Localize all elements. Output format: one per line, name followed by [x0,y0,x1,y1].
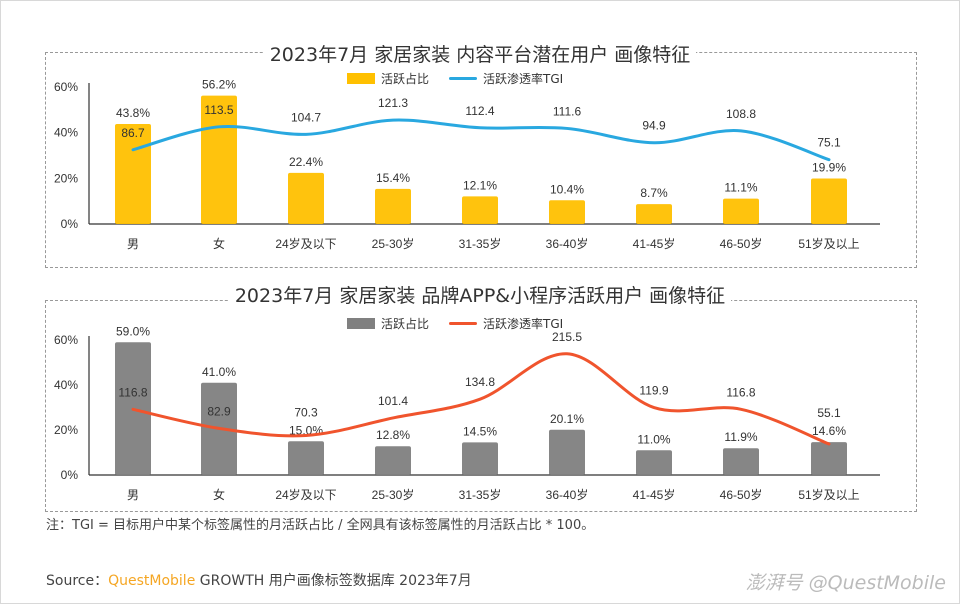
x-tick-label: 男 [127,237,139,251]
tgi-value-label: 75.1 [817,136,841,150]
bar-value-label: 11.9% [724,430,757,444]
tgi-value-label: 116.8 [726,385,755,399]
x-tick-label: 36-40岁 [546,487,589,502]
bar [375,446,411,475]
tgi-value-label: 112.4 [465,104,494,118]
footnote: 注：TGI = 目标用户中某个标签属性的月活跃占比 / 全网具有该标签属性的月活… [46,518,595,533]
chart1-title: 2023年7月 家居家装 内容平台潜在用户 画像特征 [0,40,960,67]
tgi-value-label: 70.3 [294,405,318,419]
source-prefix: Source： [46,573,109,589]
chart1-legend: 活跃占比 活跃渗透率TGI [347,70,563,87]
y-tick-label: 0% [61,468,79,482]
x-tick-label: 41-45岁 [633,236,676,251]
source-line: Source：QuestMobile GROWTH 用户画像标签数据库 2023… [46,570,472,590]
x-tick-label: 女 [213,487,225,502]
chart2-legend: 活跃占比 活跃渗透率TGI [347,315,563,332]
y-tick-label: 60% [54,80,78,94]
y-tick-label: 20% [54,423,78,437]
tgi-value-label: 134.8 [465,375,495,389]
tgi-value-label: 111.6 [553,104,582,118]
bar-value-label: 14.5% [463,424,497,438]
bar [636,450,672,475]
bar-value-label: 56.2% [202,78,236,92]
y-tick-label: 40% [54,126,78,140]
bar-value-label: 11.1% [724,181,757,195]
tgi-value-label: 94.9 [642,119,666,133]
bar [462,196,498,224]
tgi-value-label: 82.9 [207,404,231,418]
tgi-value-label: 86.7 [121,126,145,140]
bar-value-label: 22.4% [289,155,323,169]
bar-value-label: 14.6% [812,424,846,438]
legend-line-swatch [449,77,478,80]
bar [288,441,324,475]
bar [811,442,847,475]
tgi-value-label: 113.5 [204,103,233,117]
tgi-line [131,352,831,446]
bar [549,200,585,224]
tgi-value-label: 55.1 [817,406,841,420]
bar-value-label: 20.1% [550,412,584,426]
watermark: 澎湃号 @QuestMobile [745,572,946,594]
x-tick-label: 女 [213,236,225,251]
bar [288,172,324,224]
x-tick-label: 31-35岁 [459,487,502,502]
tgi-value-label: 215.5 [552,330,582,344]
y-tick-label: 20% [54,171,78,185]
tgi-value-label: 116.8 [118,385,147,399]
tgi-value-label: 104.7 [291,110,321,124]
tgi-line [131,118,831,162]
tgi-value-label: 108.8 [726,107,756,121]
x-tick-label: 24岁及以下 [275,487,336,502]
x-tick-label: 51岁及以上 [798,487,859,502]
source-brand: QuestMobile [108,573,196,589]
bar [375,188,411,224]
y-tick-label: 0% [61,217,79,231]
bar-value-label: 15.4% [376,171,410,185]
source-text: GROWTH 用户画像标签数据库 2023年7月 [195,573,472,589]
bar-value-label: 8.7% [640,186,668,200]
x-tick-label: 36-40岁 [546,236,589,251]
bar [115,123,151,224]
bar-value-label: 10.4% [550,182,584,196]
x-tick-label: 25-30岁 [372,487,415,502]
legend-bar-label: 活跃占比 [381,72,430,86]
y-tick-label: 60% [54,333,78,347]
y-tick-label: 40% [54,378,78,392]
bar-value-label: 12.8% [376,428,410,442]
bar-value-label: 11.0% [637,432,670,446]
x-tick-label: 31-35岁 [459,236,502,251]
x-tick-label: 24岁及以下 [275,236,336,251]
x-tick-label: 46-50岁 [720,236,763,251]
bar [549,429,585,475]
legend-line-label: 活跃渗透率TGI [483,317,564,331]
legend-line-label: 活跃渗透率TGI [483,72,564,86]
legend-bar-swatch [347,318,375,329]
bar [462,442,498,475]
bar-value-label: 12.1% [463,178,497,192]
bar-value-label: 41.0% [202,365,236,379]
x-tick-label: 51岁及以上 [798,236,859,251]
bar-value-label: 59.0% [116,324,150,338]
chart2-title: 2023年7月 家居家装 品牌APP&小程序活跃用户 画像特征 [0,281,960,308]
bar [723,448,759,475]
legend-line-swatch [449,322,478,325]
bar [723,198,759,224]
tgi-value-label: 119.9 [639,384,668,398]
bar [811,178,847,224]
bar-value-label: 19.9% [812,161,846,175]
legend-bar-swatch [347,73,375,84]
bar-value-label: 43.8% [116,106,150,120]
x-tick-label: 男 [127,488,139,502]
x-tick-label: 25-30岁 [372,236,415,251]
tgi-value-label: 101.4 [378,394,408,408]
tgi-value-label: 121.3 [378,96,408,110]
x-tick-label: 46-50岁 [720,487,763,502]
x-tick-label: 41-45岁 [633,487,676,502]
legend-bar-label: 活跃占比 [381,317,430,331]
bar [636,204,672,224]
